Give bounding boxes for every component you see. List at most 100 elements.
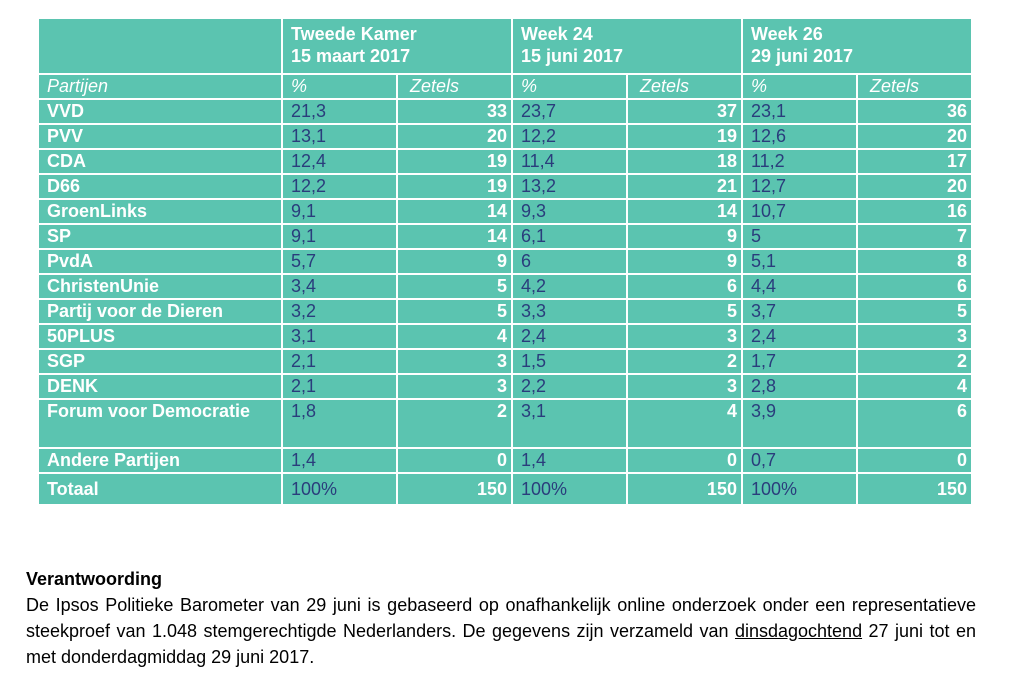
column-header-seats: Zetels [626, 73, 743, 100]
vote-percentage-cell: 11,2 [741, 148, 858, 175]
seats-cell: 16 [856, 198, 973, 225]
vote-percentage-cell: 1,4 [511, 447, 628, 474]
seats-cell: 3 [396, 373, 513, 400]
table-row: Andere Partijen 1,4 0 1,4 0 0,7 0 [37, 447, 973, 474]
seats-cell: 3 [626, 373, 743, 400]
vote-percentage-cell: 2,2 [511, 373, 628, 400]
table-row: PVV 13,1 20 12,2 19 12,6 20 [37, 123, 973, 150]
seats-cell: 5 [626, 298, 743, 325]
period-header-tweede-kamer: Tweede Kamer 15 maart 2017 [281, 17, 513, 75]
vote-percentage-cell: 23,7 [511, 98, 628, 125]
seats-cell: 3 [396, 348, 513, 375]
vote-percentage-cell: 1,4 [281, 447, 398, 474]
vote-percentage-cell: 3,9 [741, 398, 858, 449]
vote-percentage-cell: 100% [281, 472, 398, 506]
table-row: ChristenUnie 3,4 5 4,2 6 4,4 6 [37, 273, 973, 300]
seats-cell: 2 [396, 398, 513, 449]
seats-cell: 4 [856, 373, 973, 400]
party-name-cell: Partij voor de Dieren [37, 298, 283, 325]
seats-cell: 5 [396, 298, 513, 325]
seats-cell: 19 [396, 148, 513, 175]
vote-percentage-cell: 5 [741, 223, 858, 250]
seats-cell: 2 [626, 348, 743, 375]
vote-percentage-cell: 6 [511, 248, 628, 275]
table-row: SGP 2,1 3 1,5 2 1,7 2 [37, 348, 973, 375]
period-date: 15 juni 2017 [521, 46, 624, 66]
party-name-cell: DENK [37, 373, 283, 400]
party-name-cell: 50PLUS [37, 323, 283, 350]
vote-percentage-cell: 13,2 [511, 173, 628, 200]
column-header-seats: Zetels [396, 73, 513, 100]
party-name-cell: PVV [37, 123, 283, 150]
vote-percentage-cell: 10,7 [741, 198, 858, 225]
vote-percentage-cell: 12,2 [281, 173, 398, 200]
vote-percentage-cell: 5,1 [741, 248, 858, 275]
note-underlined-word: dinsdagochtend [734, 621, 863, 641]
seats-cell: 6 [856, 273, 973, 300]
party-name-cell: ChristenUnie [37, 273, 283, 300]
table-row: DENK 2,1 3 2,2 3 2,8 4 [37, 373, 973, 400]
vote-percentage-cell: 100% [741, 472, 858, 506]
table-row: CDA 12,4 19 11,4 18 11,2 17 [37, 148, 973, 175]
note-body: De Ipsos Politieke Barometer van 29 juni… [26, 592, 976, 670]
seats-cell: 0 [626, 447, 743, 474]
seats-cell: 6 [626, 273, 743, 300]
vote-percentage-cell: 12,6 [741, 123, 858, 150]
seats-cell: 9 [626, 223, 743, 250]
party-name-cell: SGP [37, 348, 283, 375]
seats-cell: 17 [856, 148, 973, 175]
note-text: De Ipsos Politieke Barometer van 29 juni… [26, 595, 976, 641]
seats-cell: 20 [856, 123, 973, 150]
seats-cell: 7 [856, 223, 973, 250]
total-row: Totaal 100% 150 100% 150 100% 150 [37, 472, 973, 506]
header-blank-cell [37, 17, 283, 75]
vote-percentage-cell: 3,2 [281, 298, 398, 325]
seats-cell: 9 [396, 248, 513, 275]
vote-percentage-cell: 4,4 [741, 273, 858, 300]
party-name-cell: PvdA [37, 248, 283, 275]
vote-percentage-cell: 3,4 [281, 273, 398, 300]
column-header-seats: Zetels [856, 73, 973, 100]
party-name-cell: Forum voor Democratie [37, 398, 283, 449]
column-header-party: Partijen [37, 73, 283, 100]
table-row: D66 12,2 19 13,2 21 12,7 20 [37, 173, 973, 200]
vote-percentage-cell: 13,1 [281, 123, 398, 150]
table-row: SP 9,1 14 6,1 9 5 7 [37, 223, 973, 250]
vote-percentage-cell: 2,4 [741, 323, 858, 350]
column-header-pct: % [741, 73, 858, 100]
seats-cell: 5 [856, 298, 973, 325]
party-name-cell: CDA [37, 148, 283, 175]
column-header-pct: % [511, 73, 628, 100]
seats-cell: 14 [396, 223, 513, 250]
table-row: Forum voor Democratie 1,8 2 3,1 4 3,9 6 [37, 398, 973, 449]
vote-percentage-cell: 1,5 [511, 348, 628, 375]
party-name-cell: VVD [37, 98, 283, 125]
vote-percentage-cell: 3,1 [281, 323, 398, 350]
vote-percentage-cell: 1,8 [281, 398, 398, 449]
vote-percentage-cell: 3,1 [511, 398, 628, 449]
period-title: Week 24 [521, 24, 593, 44]
vote-percentage-cell: 9,1 [281, 198, 398, 225]
vote-percentage-cell: 0,7 [741, 447, 858, 474]
party-name-cell: GroenLinks [37, 198, 283, 225]
vote-percentage-cell: 11,4 [511, 148, 628, 175]
header-row: Tweede Kamer 15 maart 2017 Week 24 15 ju… [37, 17, 973, 75]
vote-percentage-cell: 2,1 [281, 348, 398, 375]
seats-cell: 2 [856, 348, 973, 375]
seats-cell: 150 [626, 472, 743, 506]
vote-percentage-cell: 3,7 [741, 298, 858, 325]
seats-cell: 20 [856, 173, 973, 200]
seats-cell: 19 [626, 123, 743, 150]
seats-cell: 5 [396, 273, 513, 300]
table-row: Partij voor de Dieren 3,2 5 3,3 5 3,7 5 [37, 298, 973, 325]
seats-cell: 19 [396, 173, 513, 200]
poll-table: Tweede Kamer 15 maart 2017 Week 24 15 ju… [37, 17, 973, 506]
seats-cell: 18 [626, 148, 743, 175]
seats-cell: 14 [396, 198, 513, 225]
column-header-pct: % [281, 73, 398, 100]
seats-cell: 6 [856, 398, 973, 449]
column-header-row: Partijen % Zetels % Zetels % Zetels [37, 73, 973, 100]
table-row: 50PLUS 3,1 4 2,4 3 2,4 3 [37, 323, 973, 350]
note-text: 27 juni tot en met donderdagmiddag 29 ju… [26, 621, 976, 667]
period-header-week-24: Week 24 15 juni 2017 [511, 17, 743, 75]
